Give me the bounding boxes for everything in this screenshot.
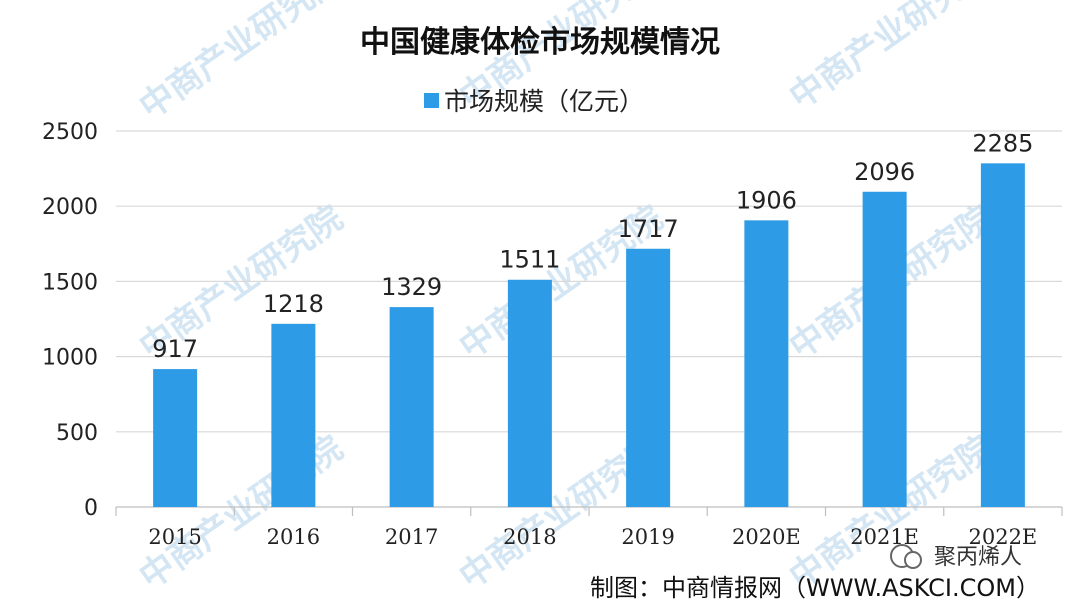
data-label-2022E: 2285 — [972, 129, 1033, 157]
x-tick-label: 2017 — [385, 525, 438, 549]
brand-badge: 聚丙烯人 — [890, 544, 1022, 570]
bar-2018 — [507, 279, 552, 507]
x-tick-label: 2015 — [148, 525, 201, 549]
watermark-text: 中商产业研究院 — [782, 0, 1000, 117]
wechat-icon-inner — [904, 551, 922, 569]
y-tick-label: 500 — [56, 421, 98, 446]
bar-2020E — [744, 220, 789, 508]
bar-2021E — [862, 191, 907, 507]
legend: 市场规模（亿元） — [424, 87, 644, 116]
x-tick-label: 2020E — [732, 525, 801, 549]
y-axis: 0 500 1000 1500 2000 2500 — [42, 120, 98, 521]
gridlines — [115, 130, 1063, 516]
watermark-text: 中商产业研究院 — [132, 0, 350, 127]
brand-name: 聚丙烯人 — [934, 545, 1022, 570]
legend-label: 市场规模（亿元） — [444, 87, 644, 116]
bar-2015 — [153, 369, 198, 507]
bar-2017 — [389, 307, 434, 507]
data-label-2018: 1511 — [499, 246, 560, 274]
bar-2019 — [626, 248, 671, 508]
x-tick-label: 2016 — [267, 525, 320, 549]
data-label-2020E: 1906 — [736, 186, 797, 214]
data-label-2016: 1218 — [263, 290, 324, 318]
legend-swatch — [424, 93, 439, 108]
y-tick-label: 2500 — [42, 120, 98, 145]
x-axis: 2015 2016 2017 2018 2019 2020E 2021E 2022E — [148, 525, 1037, 549]
chart-title: 中国健康体检市场规模情况 — [360, 25, 720, 60]
data-label-2017: 1329 — [381, 273, 442, 301]
data-label-2021E: 2096 — [854, 158, 915, 186]
x-tick-label: 2021E — [850, 525, 919, 549]
y-tick-label: 2000 — [42, 195, 98, 220]
data-labels: 917 1218 1329 1511 1717 1906 2096 2285 — [152, 129, 1033, 363]
x-tick-label: 2022E — [968, 525, 1037, 549]
y-tick-label: 0 — [84, 496, 98, 521]
data-label-2015: 917 — [152, 335, 198, 363]
x-tick-label: 2019 — [621, 525, 674, 549]
y-tick-label: 1000 — [42, 346, 98, 371]
bar-2022E — [980, 163, 1025, 507]
bars — [153, 163, 1025, 508]
bar-2016 — [271, 323, 316, 507]
x-tick-label: 2018 — [503, 525, 556, 549]
data-label-2019: 1717 — [618, 215, 679, 243]
y-tick-label: 1500 — [42, 270, 98, 295]
source-note: 制图：中商情报网（WWW.ASKCI.COM） — [590, 574, 1040, 602]
